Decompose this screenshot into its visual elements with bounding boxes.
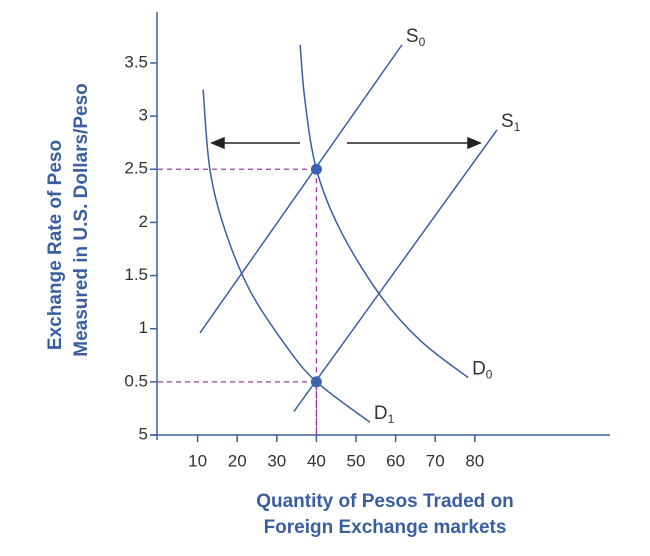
curve — [199, 44, 403, 334]
y-tick-label: 1.5 — [124, 265, 148, 284]
curve — [202, 89, 371, 423]
y-tick-label: 5 — [139, 424, 148, 443]
curve — [299, 44, 469, 379]
x-tick-label: 60 — [386, 451, 405, 470]
equilibrium-point — [310, 376, 322, 388]
x-tick-label: 50 — [347, 451, 366, 470]
shift-arrows — [210, 136, 482, 150]
y-tick-label: 2.5 — [124, 159, 148, 178]
y-tick-label: 3.5 — [124, 52, 148, 71]
curve-label: D1 — [374, 403, 395, 426]
y-tick-label: 2 — [139, 212, 148, 231]
x-title: Quantity of Pesos Traded on — [256, 491, 514, 512]
y-tick-label: 0.5 — [124, 371, 148, 390]
x-tick-label: 30 — [267, 451, 286, 470]
x-tick-label: 40 — [307, 451, 326, 470]
y-title: Exchange Rate of Peso — [45, 140, 66, 350]
x-tick-label: 10 — [188, 451, 207, 470]
x-title: Foreign Exchange markets — [264, 517, 507, 538]
curve-label: S0 — [406, 26, 426, 49]
y-title: Measured in U.S. Dollars/Peso — [71, 83, 92, 356]
y-tick-label: 3 — [139, 106, 148, 125]
x-tick-label: 80 — [465, 451, 484, 470]
curve-label: D0 — [472, 359, 493, 382]
y-tick-label: 1 — [139, 318, 148, 337]
curve-label: S1 — [501, 111, 521, 134]
equilibrium-point — [310, 163, 322, 175]
x-tick-label: 70 — [426, 451, 445, 470]
curve — [293, 129, 498, 413]
x-tick-label: 20 — [228, 451, 247, 470]
